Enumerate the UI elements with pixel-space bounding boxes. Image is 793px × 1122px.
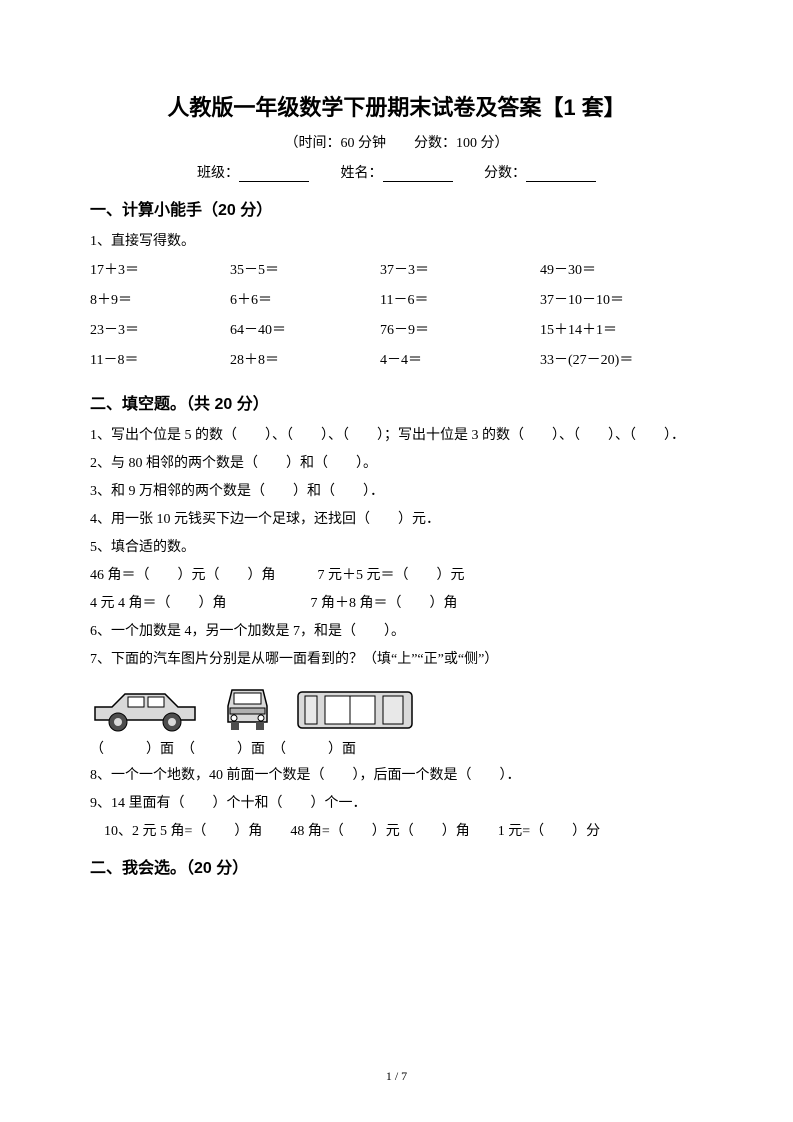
- car-front-icon: [220, 682, 275, 734]
- s2-q6: 6、一个加数是 4，另一个加数是 7，和是（ ）。: [90, 618, 703, 646]
- calc-cell: 37－10－10＝: [540, 286, 700, 316]
- s2-q10: 10、2 元 5 角=（ ）角 48 角=（ ）元（ ）角 1 元=（ ）分: [90, 818, 703, 846]
- class-label: 班级：: [197, 166, 239, 181]
- car-top-icon: [295, 686, 415, 734]
- score-label: 分数：: [484, 166, 526, 181]
- page-title: 人教版一年级数学下册期末试卷及答案【1 套】: [90, 90, 703, 122]
- calc-cell: 64－40＝: [230, 316, 380, 346]
- car-side-icon: [90, 682, 200, 734]
- calc-cell: 15＋14＋1＝: [540, 316, 700, 346]
- calc-cell: 8＋9＝: [90, 286, 230, 316]
- calc-cell: 49－30＝: [540, 256, 700, 286]
- s2-q5a: 46 角＝（ ）元（ ）角 7 元＋5 元＝（ ）元: [90, 562, 703, 590]
- s2-q7-labels: （ ）面 （ ）面 （ ）面: [90, 738, 703, 762]
- section-1-heading: 一、计算小能手（20 分）: [90, 196, 703, 220]
- car-images-row: [90, 682, 703, 734]
- calc-grid: 17＋3＝ 35－5＝ 37－3＝ 49－30＝ 8＋9＝ 6＋6＝ 11－6＝…: [90, 256, 703, 376]
- calc-cell: 35－5＝: [230, 256, 380, 286]
- calc-cell: 76－9＝: [380, 316, 540, 346]
- calc-cell: 11－8＝: [90, 346, 230, 376]
- calc-cell: 17＋3＝: [90, 256, 230, 286]
- name-label: 姓名：: [341, 166, 383, 181]
- s2-q7: 7、下面的汽车图片分别是从哪一面看到的？（填“上”“正”或“侧”）: [90, 646, 703, 674]
- score-blank: [526, 168, 596, 182]
- s2-q4: 4、用一张 10 元钱买下边一个足球，还找回（ ）元．: [90, 506, 703, 534]
- calc-cell: 28＋8＝: [230, 346, 380, 376]
- s2-q8: 8、一个一个地数，40 前面一个数是（ ），后面一个数是（ ）．: [90, 762, 703, 790]
- s2-q1: 1、写出个位是 5 的数（ ）、（ ）、（ ）；写出十位是 3 的数（ ）、（ …: [90, 422, 703, 450]
- info-line: 班级： 姓名： 分数：: [90, 162, 703, 182]
- calc-cell: 33－(27－20)＝: [540, 346, 700, 376]
- page-number: 1 / 7: [0, 1069, 793, 1084]
- s2-q5b: 4 元 4 角＝（ ）角 7 角＋8 角＝（ ）角: [90, 590, 703, 618]
- section-3-heading: 二、我会选。（20 分）: [90, 854, 703, 878]
- page-subtitle: （时间：60 分钟 分数：100 分）: [90, 132, 703, 152]
- q1-label: 1、直接写得数。: [90, 228, 703, 256]
- calc-cell: 6＋6＝: [230, 286, 380, 316]
- section-2-heading: 二、填空题。（共 20 分）: [90, 390, 703, 414]
- calc-cell: 4－4＝: [380, 346, 540, 376]
- s2-q5: 5、填合适的数。: [90, 534, 703, 562]
- class-blank: [239, 168, 309, 182]
- exam-page: 人教版一年级数学下册期末试卷及答案【1 套】 （时间：60 分钟 分数：100 …: [0, 0, 793, 1122]
- calc-cell: 11－6＝: [380, 286, 540, 316]
- name-blank: [383, 168, 453, 182]
- s2-q9: 9、14 里面有（ ）个十和（ ）个一．: [90, 790, 703, 818]
- calc-cell: 37－3＝: [380, 256, 540, 286]
- calc-cell: 23－3＝: [90, 316, 230, 346]
- s2-q2: 2、与 80 相邻的两个数是（ ）和（ ）。: [90, 450, 703, 478]
- s2-q3: 3、和 9 万相邻的两个数是（ ）和（ ）．: [90, 478, 703, 506]
